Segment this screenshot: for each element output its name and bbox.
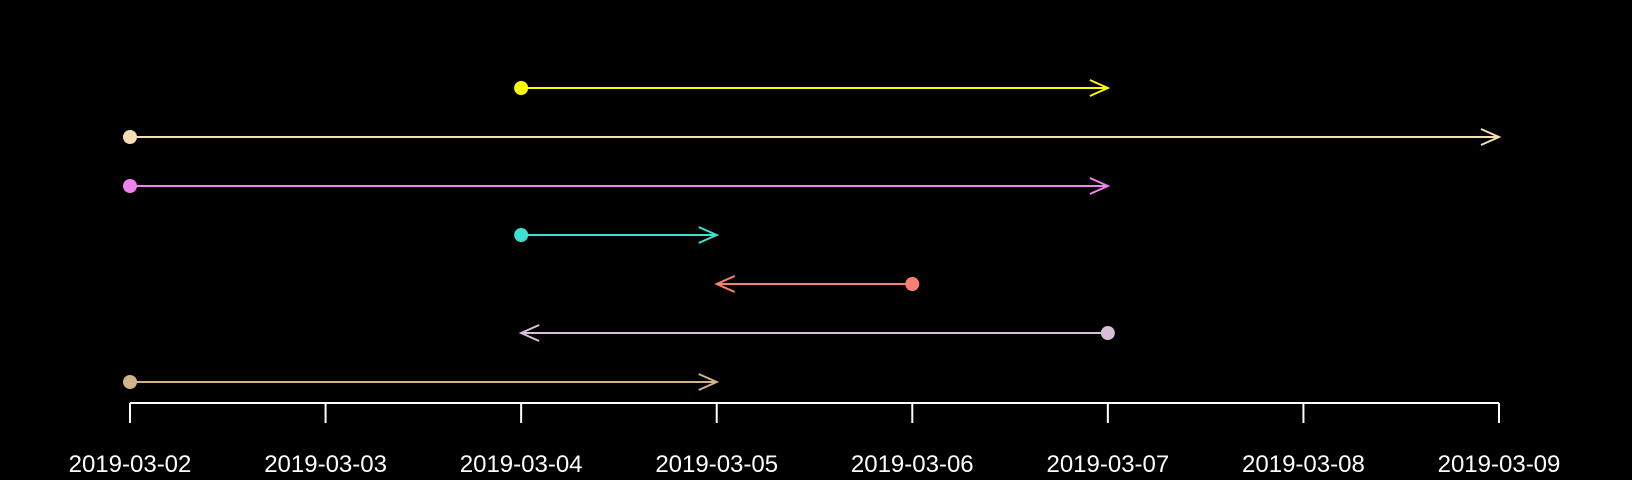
- arrow-head: [1089, 177, 1111, 195]
- arrow-6: [518, 324, 1115, 342]
- arrow-head: [698, 226, 720, 244]
- arrow-head: [698, 373, 720, 391]
- x-tick-label: 2019-03-02: [69, 451, 192, 478]
- x-tick-label: 2019-03-07: [1046, 451, 1169, 478]
- arrows-layer: [123, 79, 1502, 391]
- x-tick-label: 2019-03-08: [1242, 451, 1365, 478]
- x-tick-label: 2019-03-09: [1438, 451, 1561, 478]
- arrow-5: [714, 275, 920, 293]
- arrow-start-point: [514, 228, 529, 242]
- arrow-4: [514, 226, 720, 244]
- arrow-head: [1480, 128, 1502, 146]
- arrow-start-point: [123, 375, 137, 389]
- arrow-3: [123, 177, 1111, 195]
- arrow-start-point: [1100, 326, 1115, 340]
- arrow-head: [714, 275, 736, 293]
- x-tick-label: 2019-03-06: [851, 451, 974, 478]
- arrow-2: [123, 128, 1502, 146]
- x-tick-label: 2019-03-03: [264, 451, 387, 478]
- x-axis: 2019-03-02 2019-03-03 2019-03-04 2019-03-05…: [69, 402, 1561, 478]
- arrow-start-point: [123, 130, 137, 144]
- arrow-head: [518, 324, 540, 342]
- arrow-7: [123, 373, 720, 391]
- arrow-start-point: [123, 179, 137, 193]
- x-tick-label: 2019-03-04: [460, 451, 583, 478]
- arrow-head: [1089, 79, 1111, 97]
- x-tick-label: 2019-03-05: [655, 451, 778, 478]
- arrow-start-point: [905, 277, 920, 291]
- arrow-start-point: [514, 81, 529, 95]
- arrow-1: [514, 79, 1111, 97]
